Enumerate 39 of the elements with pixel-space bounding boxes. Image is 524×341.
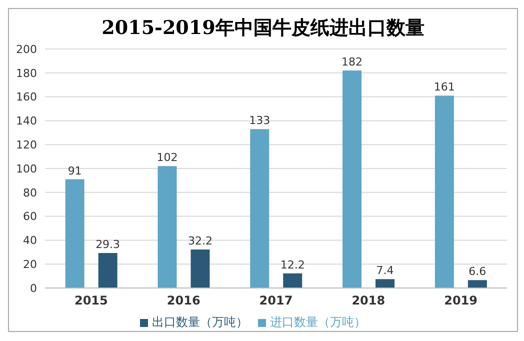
bar	[65, 179, 84, 288]
x-tick-label: 2018	[352, 294, 386, 308]
bar	[158, 166, 177, 288]
y-tick-label: 100	[16, 162, 37, 176]
data-label: 12.2	[280, 258, 305, 272]
bar	[468, 280, 487, 288]
data-label: 133	[249, 114, 270, 128]
data-label: 102	[156, 151, 178, 164]
data-label: 6.6	[468, 265, 486, 278]
data-label: 32.2	[188, 234, 212, 248]
y-tick-label: 200	[16, 42, 37, 56]
y-tick-label: 0	[30, 282, 37, 295]
bar	[342, 70, 362, 288]
bar	[190, 250, 210, 288]
data-label: 182	[342, 56, 363, 69]
chart-title: 2015-2019年中国牛皮纸进出口数量	[100, 16, 426, 41]
x-tick-label: 2017	[259, 294, 293, 308]
legend-label: 出口数量（万吨）	[152, 315, 248, 329]
bar	[98, 252, 118, 288]
y-tick-label: 180	[16, 66, 37, 80]
data-label: 7.4	[376, 264, 394, 278]
y-tick-label: 140	[16, 114, 37, 128]
x-tick-label: 2019	[444, 294, 478, 308]
y-tick-label: 60	[23, 210, 37, 224]
legend-label: 进口数量（万吨）	[270, 315, 366, 329]
y-tick-label: 40	[23, 234, 37, 248]
bar	[283, 273, 302, 288]
y-tick-label: 120	[16, 138, 37, 152]
y-tick-label: 80	[23, 186, 37, 200]
bar	[250, 129, 270, 288]
data-label: 29.3	[96, 238, 120, 251]
bar	[376, 279, 395, 288]
y-tick-label: 160	[16, 90, 37, 104]
bar	[434, 96, 454, 288]
y-tick-label: 20	[23, 258, 37, 272]
data-label: 91	[68, 164, 82, 178]
x-tick-label: 2015	[74, 294, 108, 308]
data-label: 161	[434, 80, 455, 94]
x-tick-label: 2016	[166, 294, 200, 308]
